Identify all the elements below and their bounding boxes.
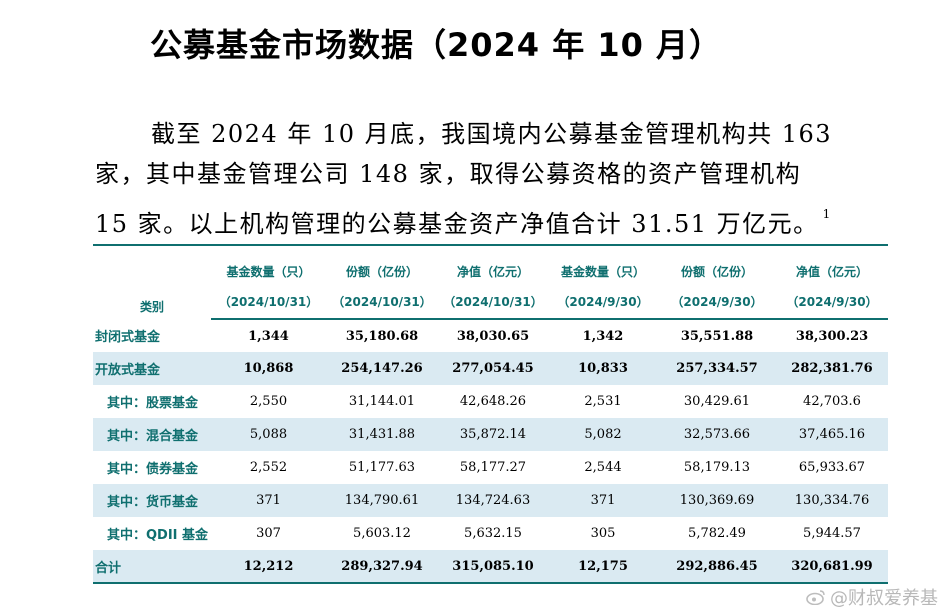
table-cell: 65,933.67	[798, 460, 866, 475]
watermark-text: @财叔爱养基	[830, 588, 938, 609]
table-cell: 5,632.15	[464, 526, 522, 541]
table-cell: 12,175	[548, 550, 658, 584]
table-cell: 5,603.12	[353, 526, 411, 541]
header-count-oct: 基金数量（只）	[211, 244, 326, 284]
table-cell: 1,342	[582, 328, 624, 344]
paragraph-line-2: 家，其中基金管理公司 148 家，取得公募资格的资产管理机构	[95, 160, 802, 188]
table-cell: 31,431.88	[326, 418, 438, 451]
table-cell: 31,144.01	[348, 394, 416, 409]
row-label: 其中：QDII 基金	[107, 528, 209, 543]
header-date: （2024/10/31）	[211, 284, 326, 320]
paragraph-line-3-text: 15 家。以上机构管理的公募基金资产净值合计 31.51 万亿元。	[95, 210, 819, 238]
table-row: 封闭式基金 1,344 35,180.68 38,030.65 1,342 35…	[93, 319, 888, 352]
header-date: （2024/10/31）	[326, 284, 438, 320]
table-cell: 289,327.94	[326, 550, 438, 584]
summary-paragraph: 截至 2024 年 10 月底，我国境内公募基金管理机构共 163 家，其中基金…	[95, 114, 835, 244]
table-cell: 371	[211, 484, 326, 517]
table-row-total: 合计 12,212 289,327.94 315,085.10 12,175 2…	[93, 550, 888, 584]
header-nav-oct: 净值（亿元）	[438, 244, 548, 284]
table-cell: 2,550	[249, 394, 288, 409]
table-cell: 5,782.49	[688, 526, 746, 541]
header-nav-sep: 净值（亿元）	[776, 244, 888, 284]
table-cell: 5,088	[211, 418, 326, 451]
paragraph-line-3: 15 家。以上机构管理的公募基金资产净值合计 31.51 万亿元。 1	[95, 194, 835, 244]
table-cell: 320,681.99	[776, 550, 888, 584]
header-shares-sep: 份额（亿份）	[658, 244, 776, 284]
watermark: @财叔爱养基	[806, 584, 938, 610]
table-row: 其中：QDII 基金 307 5,603.12 5,632.15 305 5,7…	[93, 517, 888, 550]
table-header-date-row: （2024/10/31） （2024/10/31） （2024/10/31） （…	[93, 284, 888, 320]
table-cell: 282,381.76	[776, 352, 888, 385]
row-label: 开放式基金	[93, 352, 211, 385]
footnote-marker: 1	[822, 207, 832, 221]
row-label: 其中：债券基金	[107, 462, 199, 477]
table-cell: 315,085.10	[438, 550, 548, 584]
table-cell: 307	[256, 526, 281, 541]
table-row: 其中：混合基金 5,088 31,431.88 35,872.14 5,082 …	[93, 418, 888, 451]
row-label: 其中：混合基金	[93, 418, 211, 451]
table-cell: 5,944.57	[803, 526, 861, 541]
table-cell: 371	[548, 484, 658, 517]
header-date: （2024/10/31）	[438, 284, 548, 320]
table-row: 其中：股票基金 2,550 31,144.01 42,648.26 2,531 …	[93, 385, 888, 418]
table-cell: 2,552	[249, 460, 288, 475]
table-cell: 38,300.23	[795, 328, 869, 344]
table-cell: 254,147.26	[326, 352, 438, 385]
table-cell: 35,180.68	[345, 328, 419, 344]
table-cell: 35,872.14	[438, 418, 548, 451]
table-cell: 37,465.16	[776, 418, 888, 451]
row-label: 封闭式基金	[95, 330, 161, 345]
table-row: 其中：债券基金 2,552 51,177.63 58,177.27 2,544 …	[93, 451, 888, 484]
fund-data-table: 类别 基金数量（只） 份额（亿份） 净值（亿元） 基金数量（只） 份额（亿份） …	[93, 244, 888, 584]
table-cell: 134,724.63	[438, 484, 548, 517]
table-cell: 277,054.45	[438, 352, 548, 385]
header-shares-oct: 份额（亿份）	[326, 244, 438, 284]
table-cell: 51,177.63	[348, 460, 416, 475]
table-cell: 5,082	[548, 418, 658, 451]
table-cell: 42,703.6	[803, 394, 861, 409]
table-cell: 58,179.13	[683, 460, 751, 475]
table-cell: 58,177.27	[459, 460, 527, 475]
table-cell: 2,544	[584, 460, 622, 475]
table-cell: 134,790.61	[326, 484, 438, 517]
category-header: 类别	[93, 244, 211, 319]
table-cell: 10,868	[211, 352, 326, 385]
table-cell: 30,429.61	[683, 394, 751, 409]
table-cell: 305	[590, 526, 616, 541]
table-cell: 130,334.76	[776, 484, 888, 517]
table-cell: 257,334.57	[658, 352, 776, 385]
table-cell: 1,344	[248, 328, 289, 344]
table-cell: 35,551.88	[680, 328, 754, 344]
weibo-icon	[806, 589, 826, 605]
table-row: 开放式基金 10,868 254,147.26 277,054.45 10,83…	[93, 352, 888, 385]
table-row: 其中：货币基金 371 134,790.61 134,724.63 371 13…	[93, 484, 888, 517]
row-label: 合计	[93, 550, 211, 584]
table-cell: 292,886.45	[658, 550, 776, 584]
header-date: （2024/9/30）	[548, 284, 658, 320]
table-cell: 42,648.26	[459, 394, 527, 409]
row-label: 其中：股票基金	[107, 396, 199, 411]
header-date: （2024/9/30）	[776, 284, 888, 320]
table-cell: 38,030.65	[456, 328, 530, 344]
header-date: （2024/9/30）	[658, 284, 776, 320]
header-count-sep: 基金数量（只）	[548, 244, 658, 284]
table-cell: 32,573.66	[658, 418, 776, 451]
page-title: 公募基金市场数据（2024 年 10 月）	[150, 26, 723, 64]
table-cell: 130,369.69	[658, 484, 776, 517]
table-cell: 10,833	[548, 352, 658, 385]
row-label: 其中：货币基金	[93, 484, 211, 517]
table-cell: 12,212	[211, 550, 326, 584]
paragraph-line-1: 截至 2024 年 10 月底，我国境内公募基金管理机构共 163	[151, 120, 833, 148]
table-header-row: 类别 基金数量（只） 份额（亿份） 净值（亿元） 基金数量（只） 份额（亿份） …	[93, 244, 888, 319]
table-cell: 2,531	[584, 394, 622, 409]
